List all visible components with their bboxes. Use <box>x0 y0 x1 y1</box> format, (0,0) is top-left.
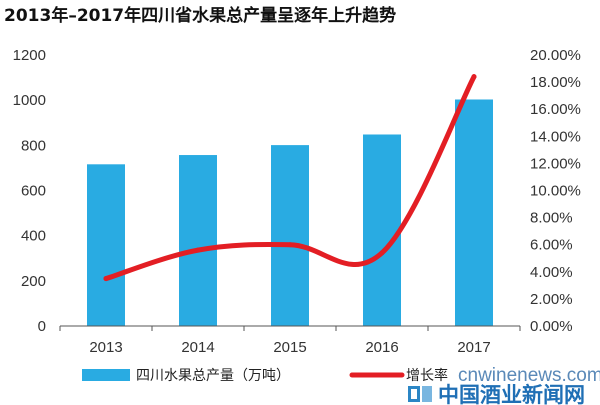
x-tick-label: 2014 <box>181 339 214 356</box>
x-tick-label: 2015 <box>273 339 306 356</box>
line-layer <box>103 74 477 282</box>
chart-title: 2013年–2017年四川省水果总产量呈逐年上升趋势 <box>4 5 396 26</box>
y-right-tick-label: 4.00% <box>530 264 573 281</box>
y-right-tick-label: 20.00% <box>530 47 581 64</box>
watermark: cnwinenews.com 中国酒业新闻网 <box>408 365 600 405</box>
wine-news-logo-icon <box>408 386 432 402</box>
y-left-tick-label: 400 <box>21 228 46 245</box>
bar-2016 <box>363 134 401 326</box>
bar-2017 <box>455 99 493 326</box>
bar-2015 <box>271 145 309 326</box>
y-left-tick-label: 600 <box>21 183 46 200</box>
watermark-url: cnwinenews.com <box>458 365 600 386</box>
growth-rate-point-2017 <box>471 74 477 80</box>
y-right-tick-label: 8.00% <box>530 210 573 227</box>
y-right-tick-label: 2.00% <box>530 291 573 308</box>
growth-rate-point-2013 <box>103 276 109 282</box>
y-right-tick-label: 6.00% <box>530 237 573 254</box>
y-right-tick-label: 16.00% <box>530 101 581 118</box>
bars-layer <box>87 99 493 326</box>
y-right-tick-label: 14.00% <box>530 128 581 145</box>
y-right-tick-label: 18.00% <box>530 74 581 91</box>
legend-bar-swatch <box>82 369 130 381</box>
legend-line-label: 增长率 <box>406 367 448 384</box>
y-right-tick-label: 12.00% <box>530 155 581 172</box>
growth-rate-point-2014 <box>195 247 201 253</box>
legend-bar-label: 四川水果总产量（万吨） <box>136 368 290 384</box>
x-tick-label: 2017 <box>457 339 490 356</box>
x-tick-label: 2013 <box>89 339 122 356</box>
y-right-tick-label: 0.00% <box>530 318 573 335</box>
y-left-tick-label: 0 <box>38 318 46 335</box>
watermark-title: 中国酒业新闻网 <box>438 383 585 405</box>
bar-2013 <box>87 164 125 326</box>
growth-rate-point-2016 <box>379 250 385 256</box>
y-left-tick-label: 200 <box>21 273 46 290</box>
growth-rate-point-2015 <box>287 242 293 248</box>
growth-rate-line <box>103 74 477 282</box>
y-left-tick-label: 1200 <box>13 47 46 64</box>
y-left-tick-label: 1000 <box>13 92 46 109</box>
x-tick-label: 2016 <box>365 339 398 356</box>
axes-layer: 2013 2014 2015 2016 2017 0 200 400 600 800 1000 120… <box>13 47 581 356</box>
legend: 四川水果总产量（万吨） 增长率 <box>82 367 448 384</box>
bar-2014 <box>179 155 217 326</box>
y-left-tick-label: 800 <box>21 137 46 154</box>
y-right-tick-label: 10.00% <box>530 183 581 200</box>
